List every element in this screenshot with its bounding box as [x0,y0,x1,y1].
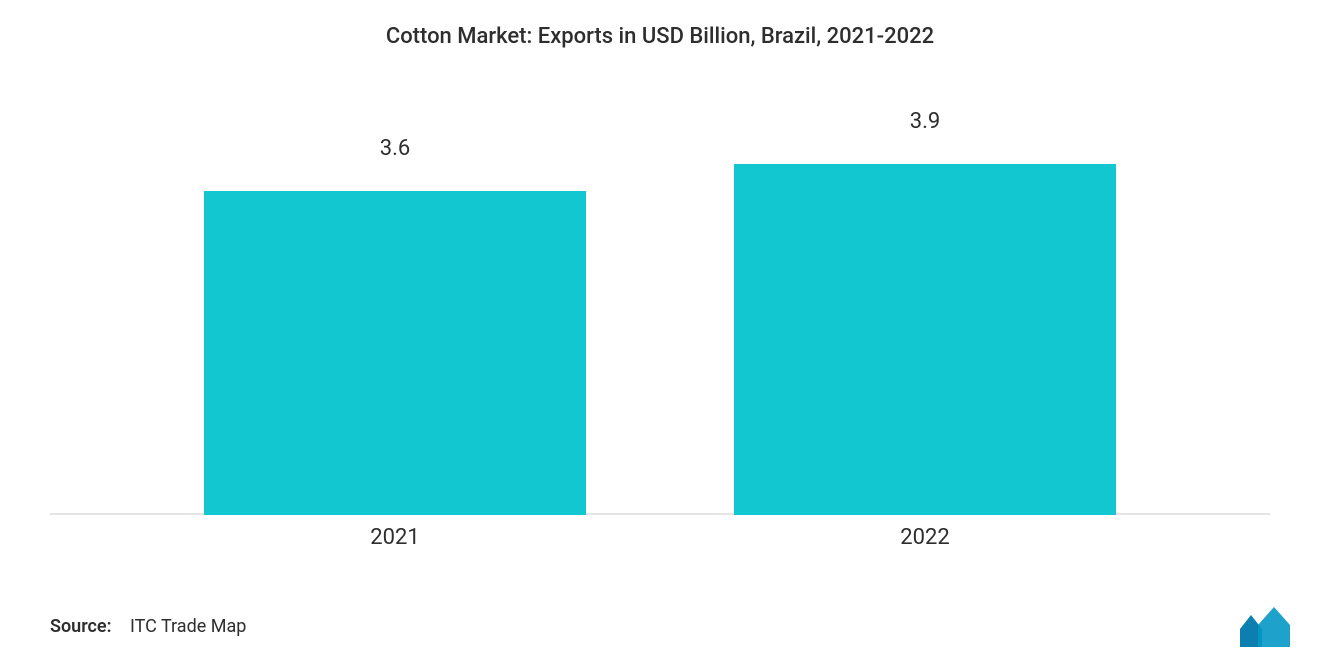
bar-category-label: 2022 [734,525,1116,550]
bar-slot: 3.92022 [734,110,1116,515]
bar [204,191,586,515]
bar [734,164,1116,515]
chart-root: Cotton Market: Exports in USD Billion, B… [0,0,1320,665]
chart-title: Cotton Market: Exports in USD Billion, B… [0,24,1320,49]
source-text: ITC Trade Map [130,616,246,637]
brand-logo-icon [1240,607,1296,647]
bar-slot: 3.62021 [204,110,586,515]
source-label: Source: [50,616,112,637]
plot-area: 3.62021 3.92022 [130,110,1190,515]
bar-category-label: 2021 [204,525,586,550]
bar-value-label: 3.6 [204,136,586,161]
bar-value-label: 3.9 [734,109,1116,134]
source-attribution: Source: ITC Trade Map [50,616,246,637]
